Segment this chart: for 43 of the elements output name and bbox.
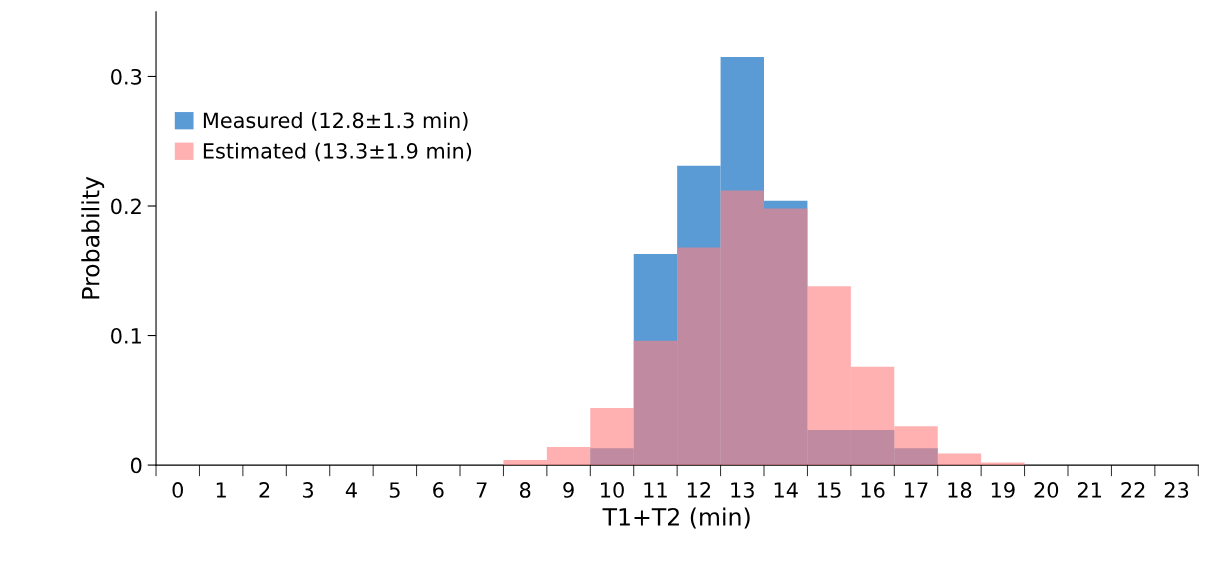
x-tick-label: 12 xyxy=(687,482,711,498)
x-tick-label: 22 xyxy=(1121,482,1145,498)
bar xyxy=(850,366,895,466)
x-tick-label: 4 xyxy=(345,482,357,498)
x-tick-label: 5 xyxy=(389,482,400,498)
bar xyxy=(720,190,765,466)
x-tick-label: 15 xyxy=(818,482,841,498)
x-tick-label: 2 xyxy=(259,482,270,498)
y-axis-title: Probability xyxy=(81,176,105,299)
legend-label: Estimated (13.3±1.9 min) xyxy=(203,142,472,162)
x-tick-label: 11 xyxy=(644,482,667,498)
x-tick-label: 1 xyxy=(216,482,226,498)
x-tick-label: 17 xyxy=(905,482,928,498)
x-tick-label: 13 xyxy=(731,482,754,498)
x-tick-label: 6 xyxy=(433,482,444,498)
x-tick-label: 21 xyxy=(1077,482,1102,498)
x-tick-label: 8 xyxy=(519,482,531,498)
bar xyxy=(937,453,982,466)
bar xyxy=(807,286,851,466)
x-tick-label: 9 xyxy=(563,482,574,498)
y-tick-label: 0.1 xyxy=(111,327,141,344)
x-tick-label: 0 xyxy=(172,482,183,498)
y-tick-label: 0.3 xyxy=(111,68,142,85)
x-tick-label: 16 xyxy=(861,482,885,498)
bar xyxy=(633,340,678,466)
x-tick-label: 3 xyxy=(302,482,313,498)
bar xyxy=(677,247,721,466)
x-tick-label: 20 xyxy=(1034,482,1059,498)
x-tick-label: 14 xyxy=(774,482,798,498)
bar xyxy=(981,462,1025,466)
bar xyxy=(894,426,938,466)
x-axis-title: T1+T2 (min) xyxy=(602,507,750,529)
bar xyxy=(590,408,634,466)
x-tick-label: 23 xyxy=(1164,482,1189,498)
y-tick-label: 0.2 xyxy=(111,198,141,215)
x-tick-label: 10 xyxy=(601,482,624,498)
x-tick-label: 18 xyxy=(948,482,972,498)
bar xyxy=(546,446,591,466)
bar xyxy=(503,459,547,466)
y-tick-label: 0 xyxy=(130,457,142,474)
x-tick-label: 7 xyxy=(476,482,487,498)
x-tick-label: 19 xyxy=(991,482,1015,498)
legend-label: Measured (12.8±1.3 min) xyxy=(203,112,468,131)
